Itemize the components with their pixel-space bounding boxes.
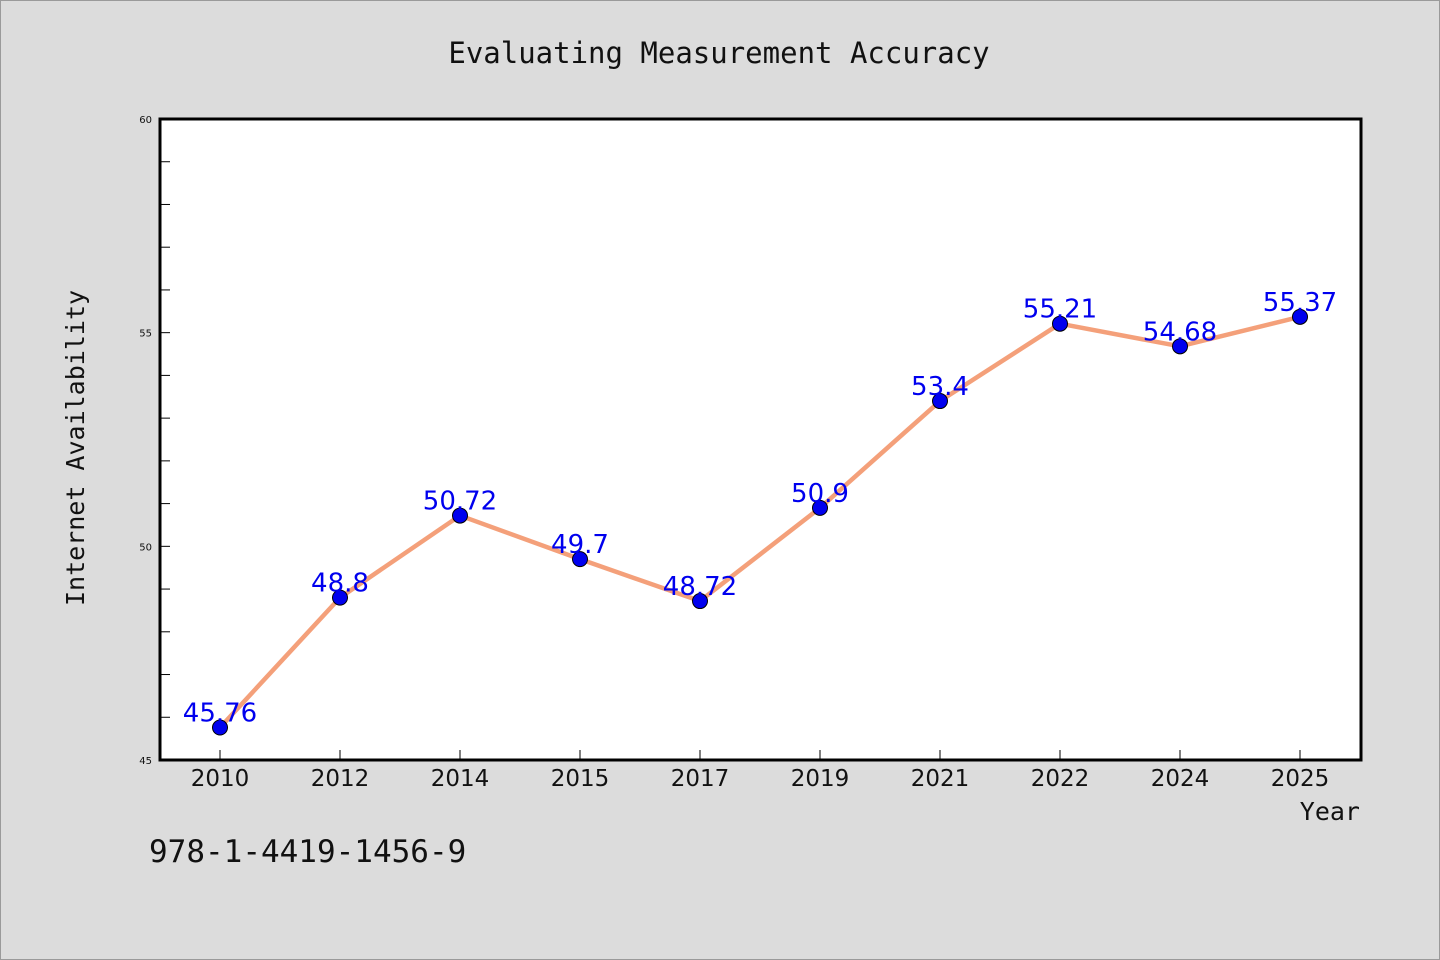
data-label: 55.37: [1263, 288, 1337, 318]
x-tick-label: 2022: [1031, 766, 1090, 792]
data-point: [452, 507, 468, 524]
y-axis-ticks: 45 50 55 60: [139, 115, 170, 767]
data-point: [572, 551, 588, 568]
data-label: 54.68: [1143, 317, 1217, 347]
data-label: 50.72: [423, 487, 497, 517]
data-point: [812, 499, 828, 516]
x-tick-label: 2014: [431, 766, 490, 792]
y-tick-label: 50: [139, 542, 152, 553]
x-tick-label: 2019: [791, 766, 850, 792]
data-point: [1292, 308, 1308, 325]
x-axis-label: Year: [1300, 797, 1360, 826]
data-point: [932, 393, 948, 410]
x-axis-ticks: 2010 2012 2014 2015 2017 2019 2021 2022 2024 2025: [191, 750, 1330, 792]
series-group: 45.76 48.8 50.72 49.7 48.72 50.9 53.4 55.21 54.6…: [183, 288, 1337, 736]
data-point: [1052, 315, 1068, 332]
data-label: 48.8: [311, 569, 369, 599]
y-axis-label: Internet Availability: [61, 290, 90, 606]
x-tick-label: 2012: [311, 766, 370, 792]
data-point: [212, 719, 228, 736]
x-tick-label: 2017: [671, 766, 730, 792]
data-label: 55.21: [1023, 295, 1097, 325]
data-label: 53.4: [911, 372, 969, 402]
series-line: [217, 314, 1303, 730]
y-tick-label: 60: [139, 115, 152, 126]
y-tick-label: 55: [139, 329, 152, 340]
isbn-text: 978-1-4419-1456-9: [149, 834, 467, 870]
chart-title: Evaluating Measurement Accuracy: [448, 36, 989, 70]
data-point: [1172, 338, 1188, 355]
data-point: [332, 589, 348, 606]
data-label: 45.76: [183, 699, 257, 729]
x-tick-label: 2015: [551, 766, 610, 792]
y-tick-label: 45: [139, 756, 152, 767]
data-label: 50.9: [791, 479, 849, 509]
x-tick-label: 2021: [911, 766, 970, 792]
data-label: 48.72: [663, 572, 737, 602]
data-label: 49.7: [551, 530, 609, 560]
x-tick-label: 2010: [191, 766, 250, 792]
data-point: [692, 593, 708, 610]
x-tick-label: 2024: [1151, 766, 1210, 792]
x-tick-label: 2025: [1271, 766, 1330, 792]
plot-area: [158, 117, 1363, 762]
